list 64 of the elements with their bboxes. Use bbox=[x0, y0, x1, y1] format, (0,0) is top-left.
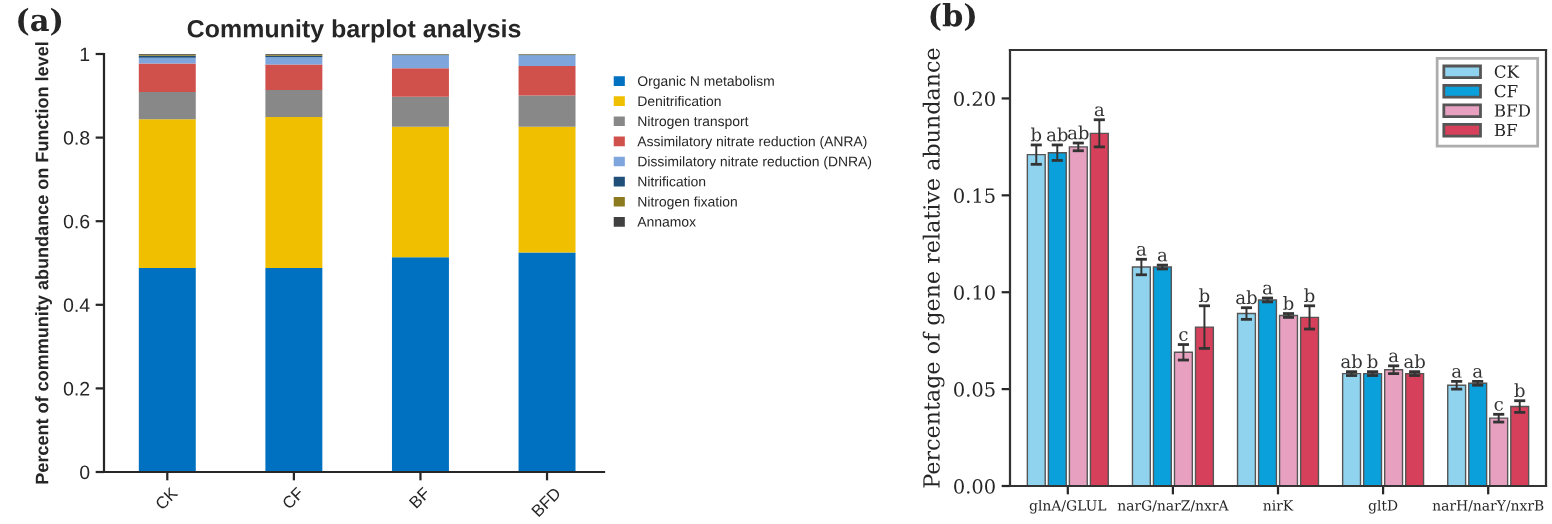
y-tick-label: 0.20 bbox=[954, 91, 995, 107]
data-label: b bbox=[1283, 296, 1294, 311]
legend-label: CK bbox=[1494, 65, 1520, 78]
bar bbox=[518, 66, 576, 96]
chart-title: Community barplot analysis bbox=[187, 19, 521, 43]
y-tick-label: 0.10 bbox=[954, 285, 995, 300]
data-label: a bbox=[1473, 367, 1483, 378]
y-axis-title: Percent of community abundance on Function level bbox=[35, 42, 52, 484]
data-label: a bbox=[1452, 367, 1462, 378]
bar bbox=[138, 57, 196, 64]
x-tick-label: BF bbox=[408, 486, 431, 509]
y-tick-label: 0.2 bbox=[63, 381, 90, 396]
y-tick-label: 0.8 bbox=[63, 131, 90, 145]
bar bbox=[138, 268, 196, 472]
x-tick-label: BFD bbox=[531, 486, 562, 518]
bar bbox=[265, 57, 323, 65]
bar bbox=[265, 268, 323, 472]
bar bbox=[138, 63, 196, 93]
y-tick-label: 0.00 bbox=[954, 478, 995, 494]
bar bbox=[265, 64, 323, 90]
text: (a) bbox=[18, 7, 62, 36]
data-label: b bbox=[1367, 354, 1378, 369]
x-tick-label: CF bbox=[281, 486, 305, 510]
y-tick-label: 0.4 bbox=[63, 298, 90, 313]
bar bbox=[391, 126, 449, 258]
data-label: ab bbox=[1404, 354, 1425, 369]
data-label: c bbox=[1179, 331, 1188, 342]
legend-label: CF bbox=[1494, 84, 1518, 98]
data-label: ab bbox=[1047, 127, 1068, 142]
y-tick-label: 0.15 bbox=[954, 188, 995, 203]
data-label: b bbox=[1031, 127, 1042, 142]
data-label: ab bbox=[1236, 290, 1257, 305]
bar bbox=[391, 257, 449, 472]
bar bbox=[391, 68, 449, 97]
data-label: b bbox=[1199, 288, 1210, 303]
bar bbox=[518, 126, 576, 253]
y-axis-title: Percentage of gene relative abundance bbox=[922, 48, 945, 488]
bar bbox=[265, 117, 323, 269]
data-label: a bbox=[1094, 106, 1105, 117]
data-label: ab bbox=[1068, 125, 1089, 140]
data-label: a bbox=[1263, 284, 1273, 295]
text: (b) bbox=[930, 2, 975, 31]
y-tick-label: 1 bbox=[80, 47, 90, 62]
data-label: b bbox=[1514, 383, 1525, 398]
x-tick-label: CK bbox=[154, 486, 179, 511]
bar bbox=[138, 119, 196, 269]
bar bbox=[391, 96, 449, 127]
bar bbox=[518, 95, 576, 127]
data-label: a bbox=[1389, 352, 1399, 363]
legend-label: BFD bbox=[1494, 104, 1531, 117]
data-label: c bbox=[1494, 400, 1503, 411]
bar bbox=[518, 252, 576, 472]
bar bbox=[265, 89, 323, 118]
data-label: ab bbox=[1341, 354, 1362, 369]
y-tick-label: 0.05 bbox=[954, 382, 995, 397]
data-label: b bbox=[1304, 288, 1315, 303]
bar bbox=[518, 55, 576, 67]
y-tick-label: 0 bbox=[80, 465, 90, 480]
data-label: a bbox=[1136, 245, 1147, 256]
bar bbox=[138, 92, 196, 120]
bar bbox=[391, 55, 449, 69]
y-tick-label: 0.6 bbox=[63, 214, 90, 229]
data-label: a bbox=[1157, 251, 1168, 262]
legend-label: BF bbox=[1494, 123, 1517, 137]
